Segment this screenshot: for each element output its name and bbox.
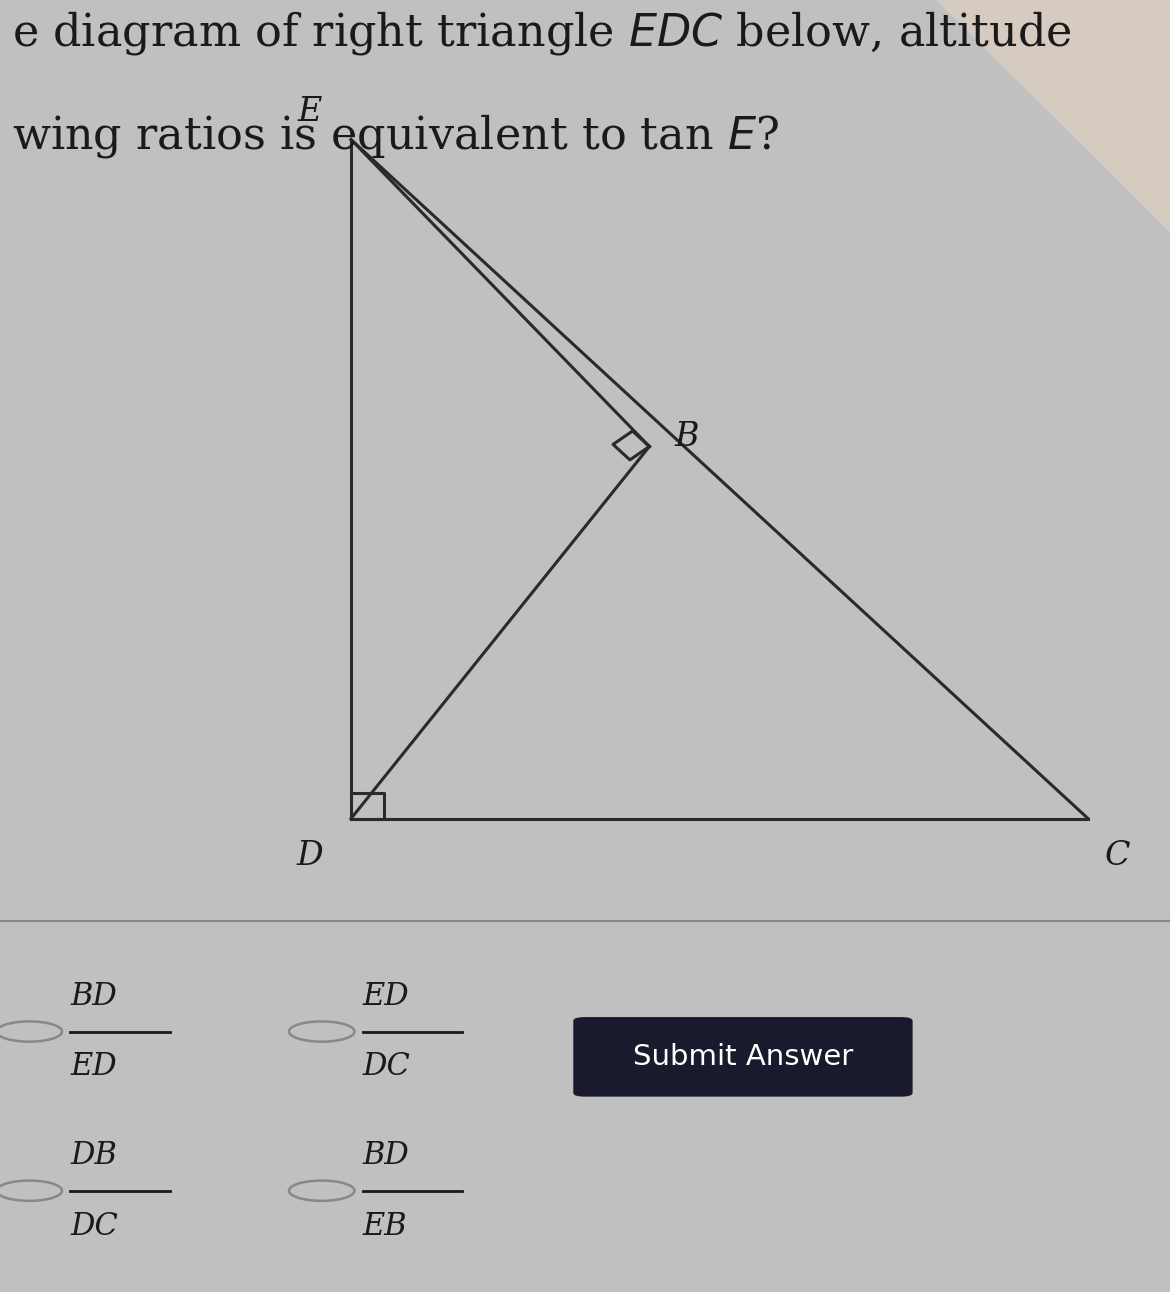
Text: DB: DB — [70, 1140, 117, 1171]
Text: EB: EB — [363, 1211, 407, 1242]
Text: DC: DC — [363, 1052, 411, 1083]
Text: B: B — [675, 421, 698, 453]
Text: ED: ED — [363, 981, 409, 1012]
Text: E: E — [298, 96, 322, 128]
Polygon shape — [936, 0, 1170, 233]
Text: e diagram of right triangle $EDC$ below, altitude: e diagram of right triangle $EDC$ below,… — [12, 9, 1072, 57]
FancyBboxPatch shape — [573, 1017, 913, 1097]
Text: wing ratios is equivalent to tan $E$?: wing ratios is equivalent to tan $E$? — [12, 111, 779, 160]
Text: Submit Answer: Submit Answer — [633, 1043, 853, 1071]
Text: BD: BD — [70, 981, 117, 1012]
Text: BD: BD — [363, 1140, 409, 1171]
Text: C: C — [1104, 840, 1130, 872]
Text: DC: DC — [70, 1211, 118, 1242]
Text: ED: ED — [70, 1052, 117, 1083]
Text: D: D — [297, 840, 323, 872]
